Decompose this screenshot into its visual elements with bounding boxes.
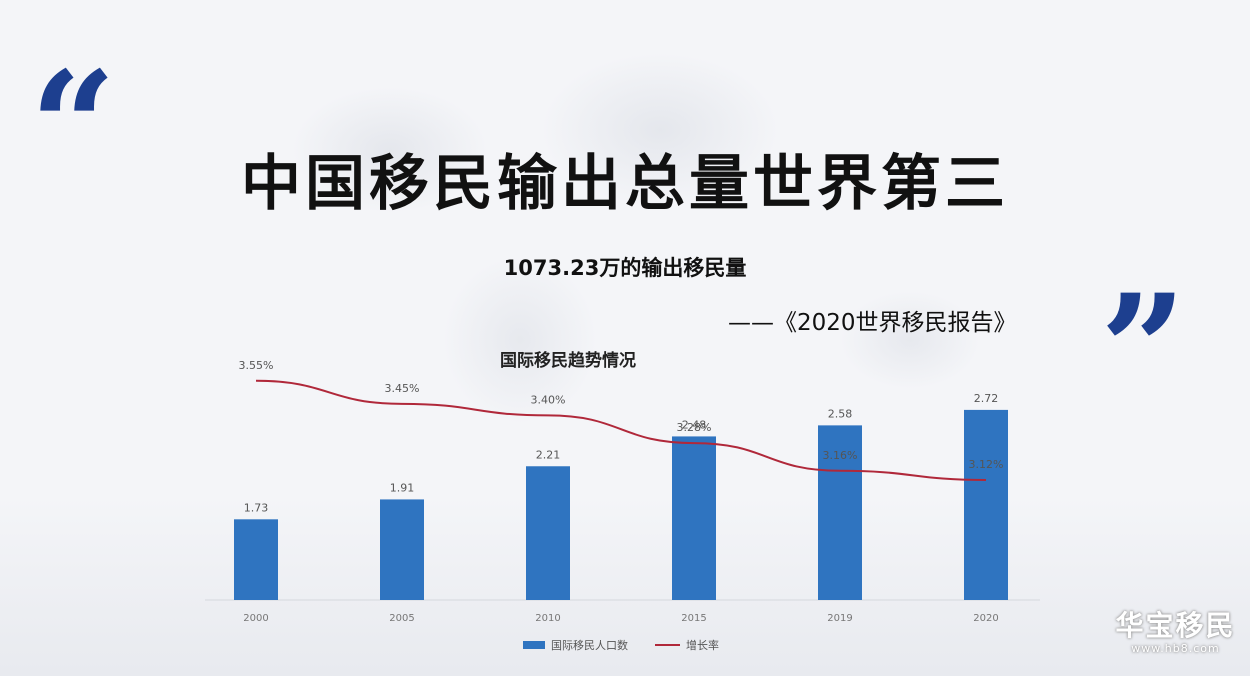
subtitle: 1073.23万的输出移民量 [503,256,747,280]
bar-value-label: 1.91 [390,481,415,494]
line-value-label: 3.40% [531,393,566,406]
open-quote-mark: “ [30,39,117,215]
world-map-background [190,40,1070,460]
bar-2019 [818,425,862,600]
source-citation: ——《2020世界移民报告》 [728,310,1017,336]
x-tick-label: 2005 [389,613,414,624]
bar-2010 [526,466,570,600]
x-tick-label: 2000 [243,613,268,624]
bar-value-label: 2.21 [536,448,561,461]
growth-rate-line [255,379,987,481]
legend-label-line: 增长率 [686,638,719,652]
legend-label-bars: 国际移民人口数 [551,639,628,652]
bar-2000 [234,519,278,600]
bar-value-label: 1.73 [244,501,269,514]
line-value-label: 3.55% [239,359,274,372]
line-value-label: 3.12% [969,458,1004,471]
bar-value-label: 2.48 [682,418,707,431]
close-quote-mark: ” [1100,262,1187,438]
chart-title: 国际移民趋势情况 [500,351,636,371]
watermark-logo: 华宝移民 www.hb8.com [1108,609,1243,656]
x-tick-label: 2010 [535,613,560,624]
x-tick-label: 2015 [681,613,706,624]
bar-value-label: 2.72 [974,392,999,405]
line-value-label: 3.45% [385,382,420,395]
legend-swatch-bars [523,641,545,649]
x-tick-label: 2020 [973,613,998,624]
bar-2005 [380,499,424,600]
bar-2015 [672,436,716,600]
bar-value-label: 2.58 [828,407,853,420]
x-tick-label: 2019 [827,613,852,624]
page-title: 中国移民输出总量世界第三 [241,149,1009,219]
bar-2020 [964,409,1008,600]
line-value-label: 3.28% [677,421,712,434]
city-skyline-background [0,496,1250,676]
watermark-text: 华宝移民 [1115,609,1236,642]
watermark-url: www.hb8.com [1131,642,1220,655]
line-value-label: 3.16% [823,449,858,462]
